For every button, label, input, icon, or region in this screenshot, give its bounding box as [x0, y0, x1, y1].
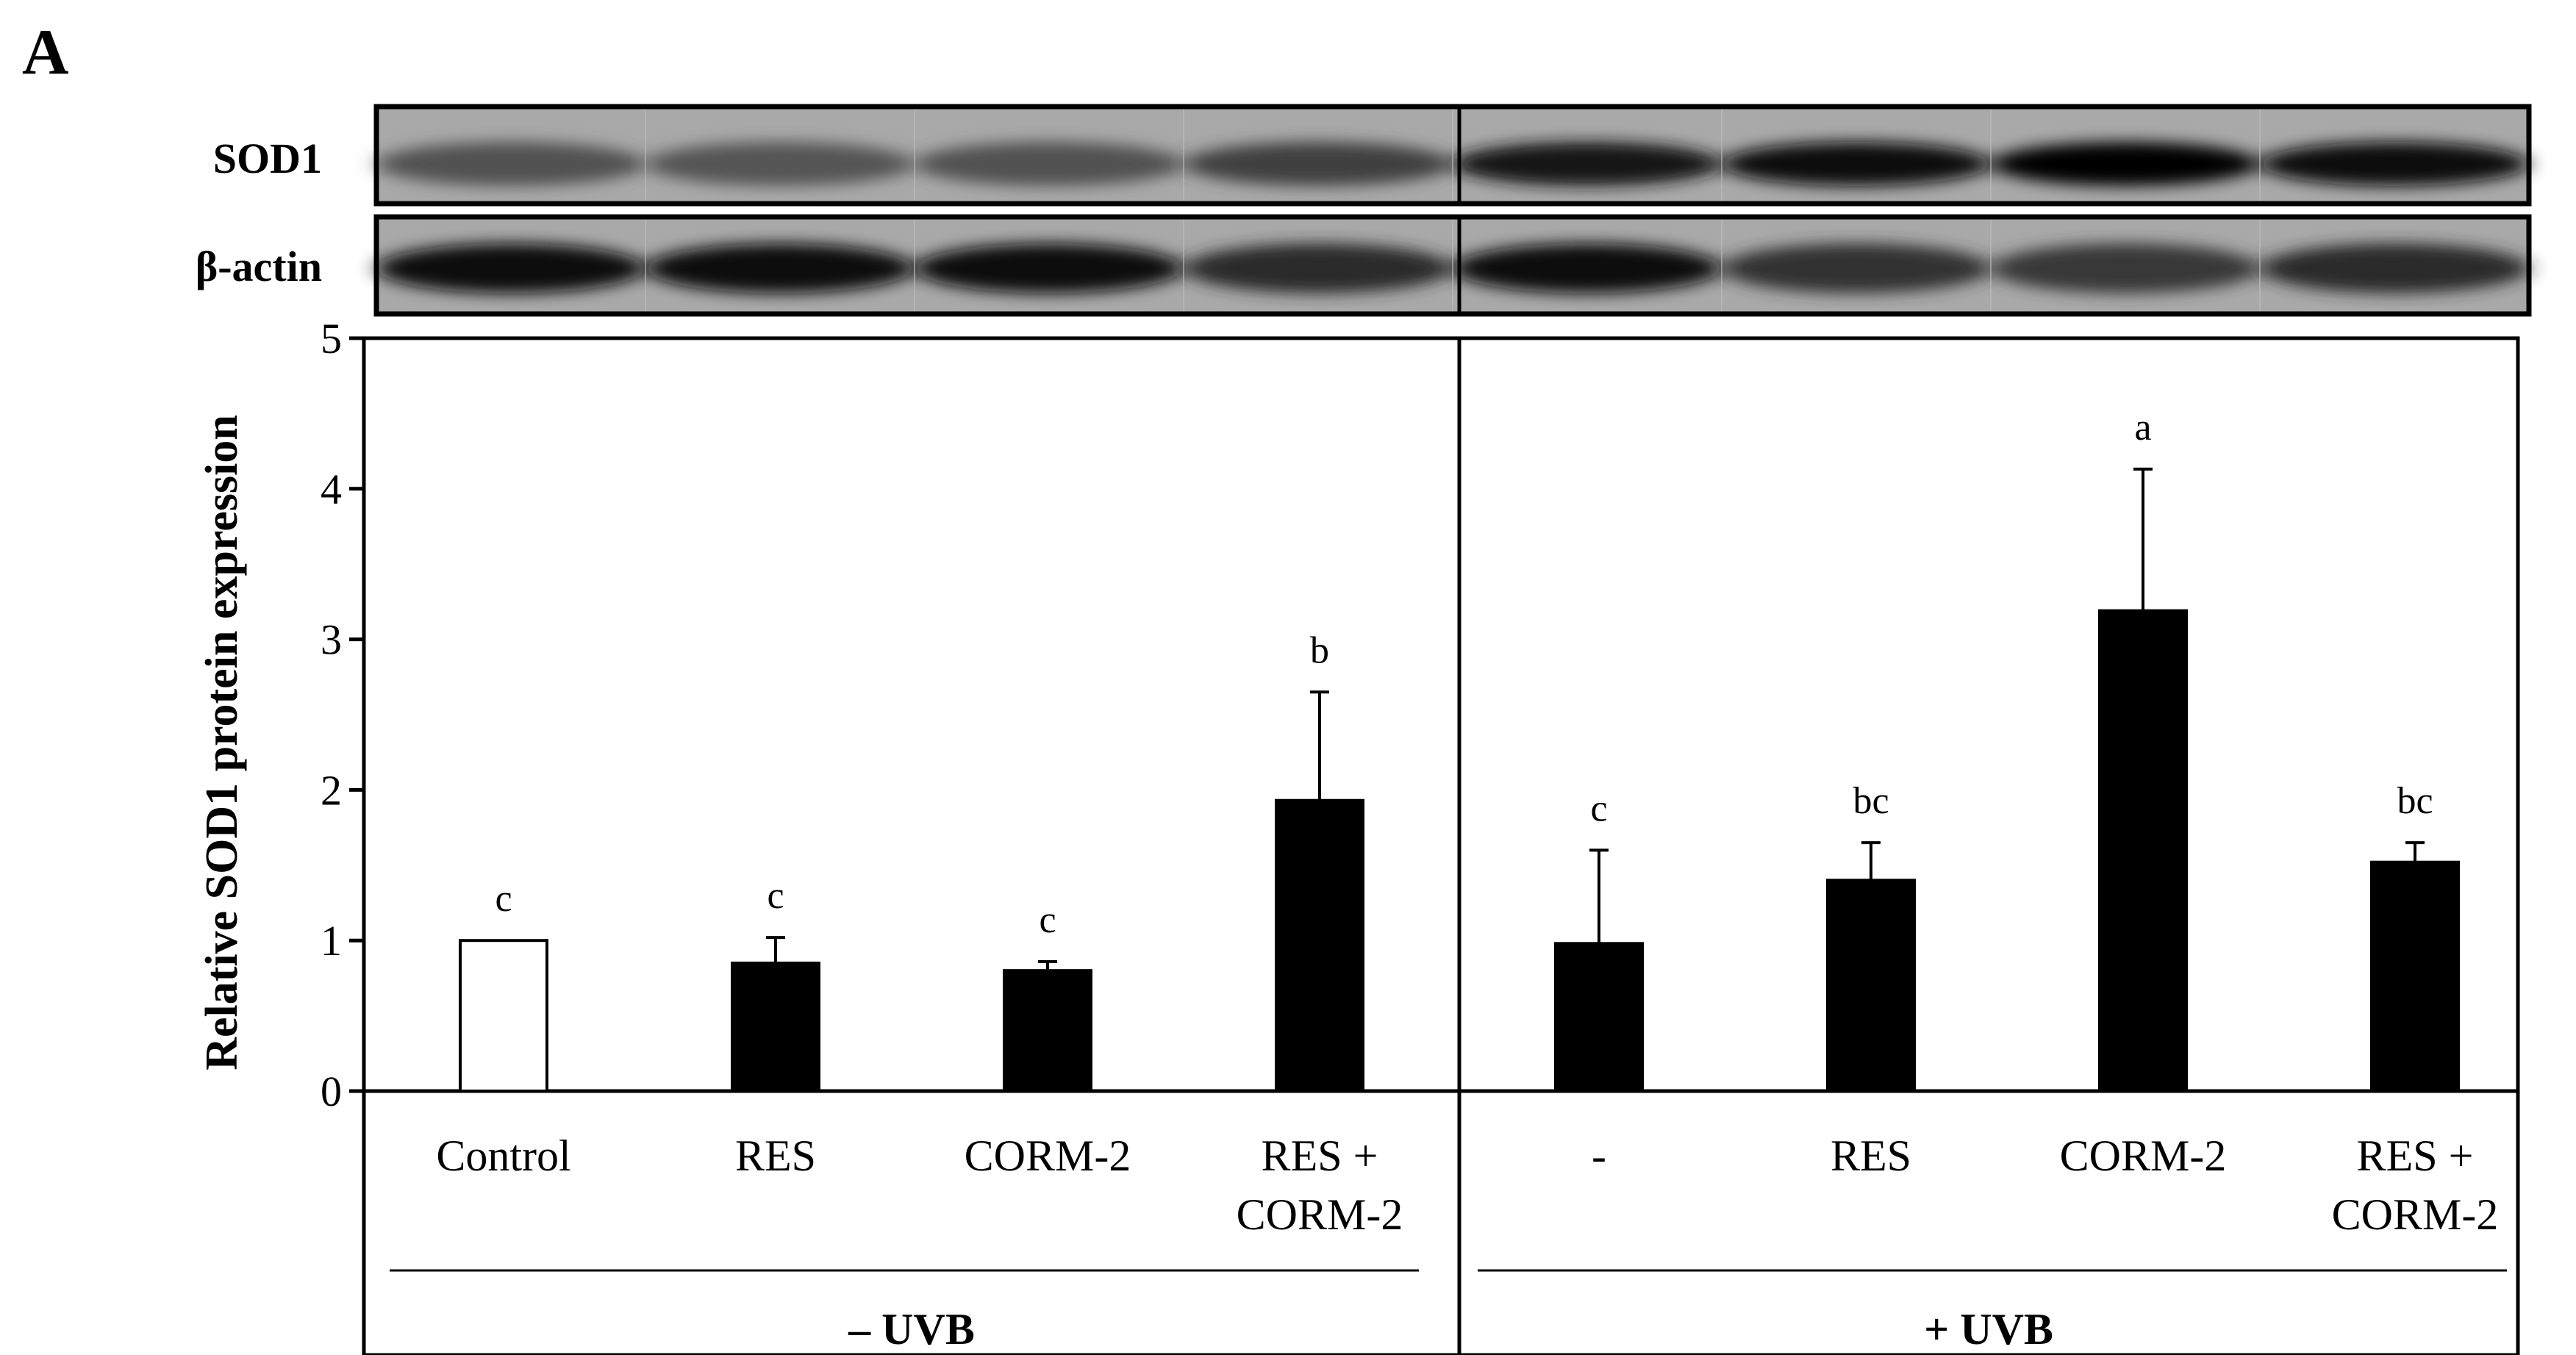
- blot-band: [915, 142, 1184, 186]
- group-label-plus-uvb: + UVB: [1924, 1305, 2053, 1354]
- y-tick-label: 4: [321, 465, 342, 513]
- category-label: RES: [1831, 1131, 1911, 1180]
- bar-chart: Relative SOD1 protein expression 012345 …: [197, 315, 2520, 1355]
- y-tick-label: 0: [321, 1068, 342, 1115]
- category-label-line2: CORM-2: [2332, 1190, 2499, 1239]
- significance-letter: a: [2134, 407, 2151, 448]
- bar: [1826, 879, 1916, 1093]
- y-axis-ticks: 0 1 2 3 4 5: [321, 315, 364, 1115]
- significance-letter: b: [1310, 629, 1329, 671]
- bar: [2370, 860, 2460, 1093]
- blot-band: [1991, 243, 2260, 293]
- western-blots: SOD1 β-actin: [196, 104, 2532, 317]
- blot-band: [1184, 243, 1453, 293]
- bar: [459, 939, 548, 1093]
- blot-band: [1184, 142, 1453, 186]
- blot-band: [645, 142, 915, 186]
- blot-band: [645, 243, 915, 293]
- significance-letter: c: [495, 878, 512, 920]
- panel-label: A: [22, 17, 69, 88]
- category-label: CORM-2: [2060, 1131, 2227, 1180]
- significance-letter: bc: [1853, 780, 1889, 822]
- y-tick-label: 1: [321, 917, 342, 965]
- blot-band: [2260, 243, 2529, 293]
- actin-blot-strip: [373, 214, 2532, 317]
- category-label-line2: CORM-2: [1237, 1190, 1403, 1239]
- y-axis-label: Relative SOD1 protein expression: [197, 415, 247, 1070]
- blot-band: [1991, 142, 2260, 186]
- blot-band: [376, 142, 645, 186]
- blot-band: [1722, 142, 1991, 186]
- category-label: RES +: [1262, 1131, 1378, 1180]
- blot-border: [373, 214, 2532, 317]
- significance-letter: c: [1590, 787, 1607, 829]
- sod1-blot-label: SOD1: [213, 135, 322, 182]
- category-label: -: [1592, 1131, 1606, 1180]
- group-label-minus-uvb: – UVB: [848, 1305, 975, 1354]
- category-label: Control: [436, 1131, 570, 1180]
- x-axis-labels: Control RES CORM-2 RES + CORM-2 - RES CORM-2 RES…: [436, 1131, 2498, 1239]
- significance-letter: c: [1039, 899, 1056, 941]
- blot-band: [915, 243, 1184, 293]
- significance-letter: c: [767, 875, 784, 917]
- y-tick-label: 3: [321, 616, 342, 664]
- bar: [1275, 798, 1364, 1093]
- blot-band: [1453, 142, 1722, 186]
- actin-blot-label: β-actin: [196, 243, 322, 290]
- blot-band: [2260, 142, 2529, 186]
- blot-border: [373, 104, 2532, 207]
- y-tick-label: 5: [321, 315, 342, 362]
- category-label: RES: [735, 1131, 816, 1180]
- y-tick-label: 2: [321, 766, 342, 814]
- bar: [1003, 969, 1092, 1093]
- significance-letter: bc: [2397, 780, 2433, 822]
- category-label: CORM-2: [965, 1131, 1131, 1180]
- category-label: RES +: [2357, 1131, 2474, 1180]
- blot-band: [1453, 243, 1722, 293]
- sod1-blot-strip: [373, 104, 2532, 207]
- blot-band: [1722, 243, 1991, 293]
- bar: [2098, 609, 2188, 1093]
- bar: [1554, 942, 1644, 1093]
- plot-frame: [362, 336, 2520, 1355]
- bar: [731, 961, 820, 1093]
- blot-band: [376, 243, 645, 293]
